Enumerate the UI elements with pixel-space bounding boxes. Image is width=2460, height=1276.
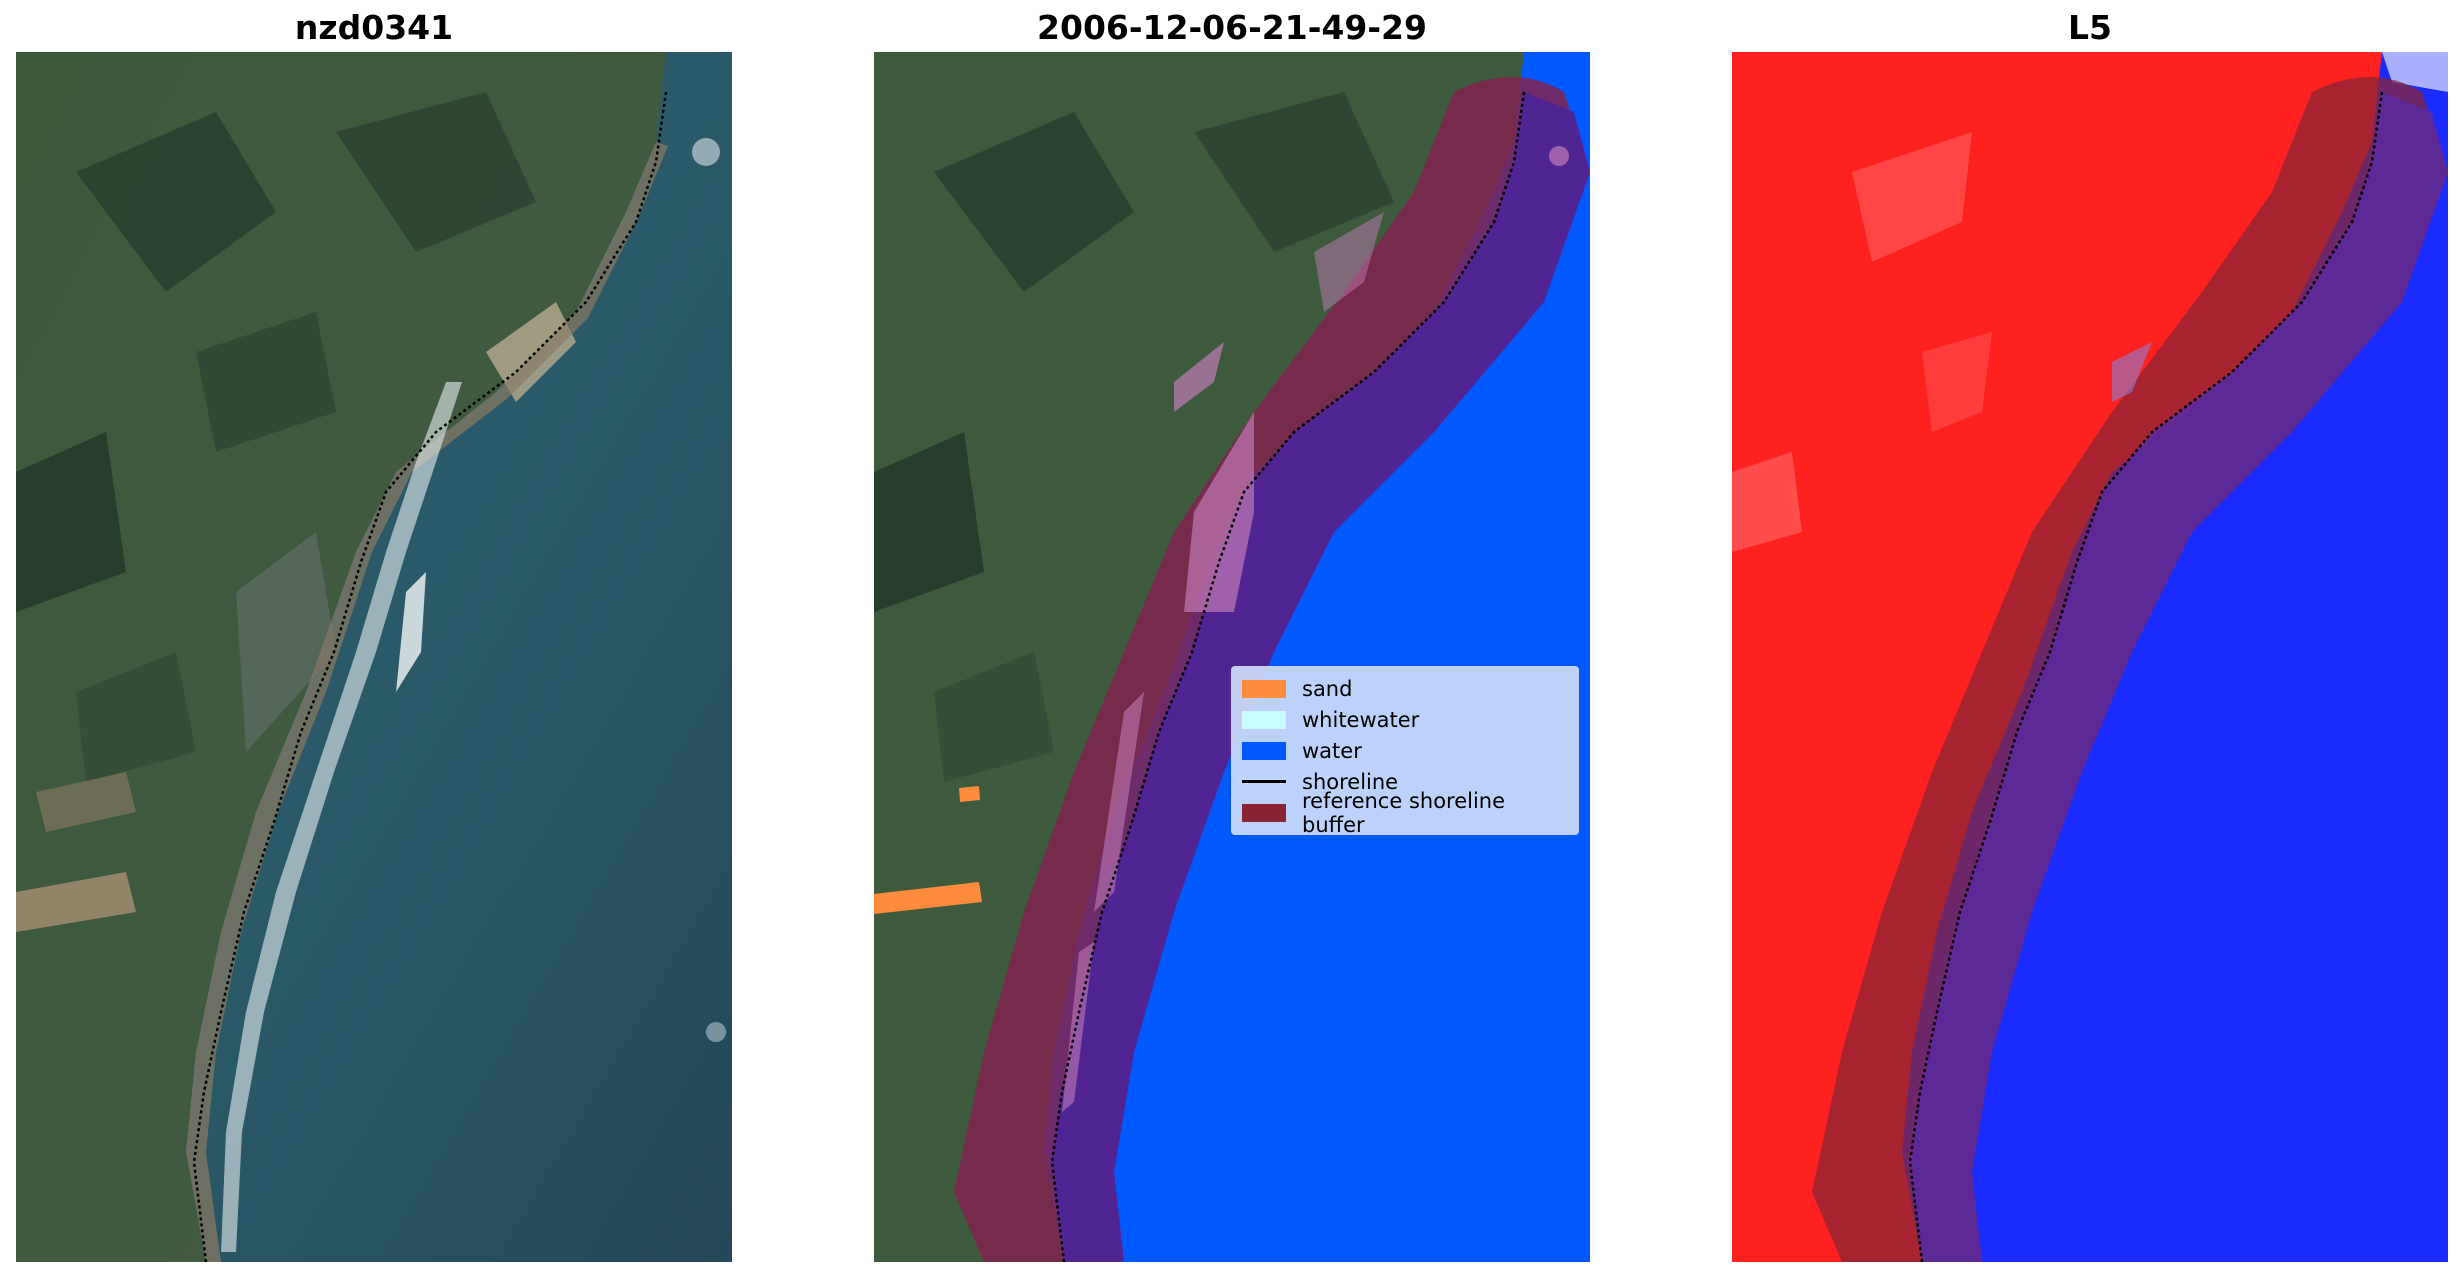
legend-label: water bbox=[1302, 738, 1362, 763]
sand-patch bbox=[874, 882, 982, 914]
legend-swatch-whitewater bbox=[1242, 710, 1286, 729]
index-image bbox=[1732, 52, 2448, 1262]
legend-label: shoreline bbox=[1302, 769, 1399, 794]
legend-swatch-buffer bbox=[1242, 803, 1286, 822]
legend-label: whitewater bbox=[1302, 707, 1420, 732]
classified-image bbox=[874, 52, 1590, 1262]
legend-item-water: water bbox=[1242, 735, 1568, 766]
panel-title-rgb: nzd0341 bbox=[294, 8, 454, 47]
shoreline-line bbox=[1908, 91, 2384, 1262]
panel-title-index: L5 bbox=[2068, 8, 2112, 47]
index-image-panel bbox=[1732, 52, 2448, 1262]
legend-item-shoreline: shoreline bbox=[1242, 766, 1568, 797]
sand-patch bbox=[959, 786, 980, 802]
rgb-image-panel bbox=[16, 52, 732, 1262]
legend-swatch-shoreline bbox=[1242, 780, 1286, 783]
legend-item-buffer: reference shoreline buffer bbox=[1242, 789, 1568, 837]
legend-label: reference shoreline buffer bbox=[1302, 788, 1506, 837]
legend-swatch-water bbox=[1242, 741, 1286, 760]
rgb-image bbox=[16, 52, 732, 1262]
legend: sand whitewater water shoreline referenc… bbox=[1231, 666, 1579, 837]
panel-title-classified: 2006-12-06-21-49-29 bbox=[1037, 8, 1427, 47]
legend-swatch-sand bbox=[1242, 679, 1286, 698]
legend-item-sand: sand bbox=[1242, 673, 1568, 704]
legend-label: sand bbox=[1302, 676, 1353, 701]
legend-item-whitewater: whitewater bbox=[1242, 704, 1568, 735]
classified-image-panel bbox=[874, 52, 1590, 1262]
shoreline-line bbox=[1050, 91, 1526, 1262]
shoreline-line bbox=[192, 91, 668, 1262]
